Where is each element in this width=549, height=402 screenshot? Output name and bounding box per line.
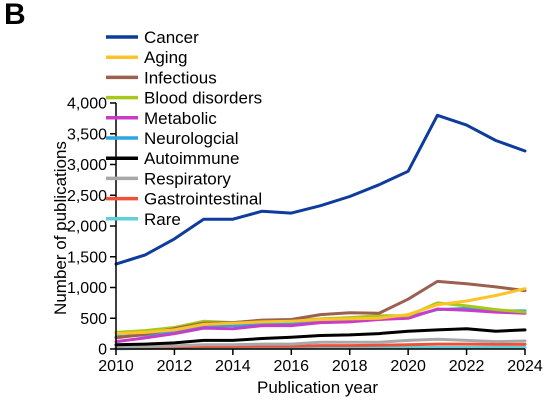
series-line-metabolic — [114, 307, 527, 344]
x-tick-label: 2022 — [449, 358, 485, 375]
x-tick-label: 2010 — [98, 358, 134, 375]
legend-label: Rare — [144, 210, 181, 229]
y-axis-label: Number of publications — [51, 141, 70, 315]
legend-label: Autoimmune — [144, 149, 239, 168]
panel-label: B — [4, 0, 26, 31]
y-tick-label: 1,500 — [67, 249, 107, 266]
x-tick-label: 2020 — [390, 358, 426, 375]
y-tick-label: 3,000 — [67, 157, 107, 174]
legend-label: Gastrointestinal — [144, 190, 262, 209]
legend-label: Neurologcial — [144, 129, 239, 148]
legend-label: Aging — [144, 48, 187, 67]
y-tick-label: 500 — [80, 311, 107, 328]
x-tick-label: 2012 — [157, 358, 193, 375]
series-line-respiratory — [114, 337, 527, 349]
series-lines — [114, 113, 527, 351]
series-line-aging — [114, 287, 527, 336]
series-line-cancer — [114, 113, 527, 266]
y-tick-label: 1,000 — [67, 280, 107, 297]
x-tick-label: 2018 — [332, 358, 368, 375]
x-tick-label: 2016 — [273, 358, 309, 375]
series-line-autoimmune — [114, 327, 527, 347]
x-ticks: 2010 2012 2014 2016 2018 2020 2022 2024 — [98, 349, 543, 375]
y-tick-label: 2,500 — [67, 188, 107, 205]
legend-label: Cancer — [144, 28, 199, 47]
x-axis-label: Publication year — [257, 378, 378, 397]
y-ticks: 0 500 1,000 1,500 2,000 2,500 3,000 3,500 4,000 — [67, 96, 116, 359]
legend-label: Respiratory — [144, 169, 231, 188]
x-tick-label: 2024 — [507, 358, 543, 375]
y-tick-label: 2,000 — [67, 219, 107, 236]
y-tick-label: 3,500 — [67, 126, 107, 143]
x-tick-label: 2014 — [215, 358, 251, 375]
y-tick-label: 0 — [98, 342, 107, 359]
legend-label: Infectious — [144, 68, 217, 87]
legend-label: Blood disorders — [144, 89, 262, 108]
axes: 05001,0001,5002,0002,5003,0003,5004,000 … — [67, 96, 543, 376]
legend-label: Metabolic — [144, 109, 217, 128]
y-tick-label: 4,000 — [67, 96, 107, 113]
